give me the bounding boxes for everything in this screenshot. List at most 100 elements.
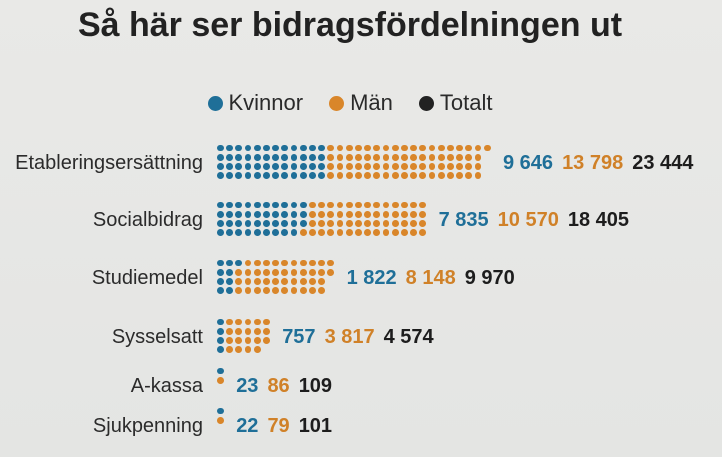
- dot-man: [401, 162, 408, 170]
- dot-kvinnor: [244, 210, 252, 218]
- dot-kvinnor: [244, 172, 252, 179]
- dot-kvinnor: [263, 219, 270, 227]
- dot-man: [382, 144, 390, 152]
- dot-kvinnor: [272, 162, 279, 170]
- value-totalt: 101: [298, 414, 333, 437]
- dot-man: [327, 153, 335, 161]
- dot-man: [226, 346, 233, 353]
- dot-man: [336, 229, 344, 236]
- dot-kvinnor: [226, 153, 233, 161]
- dot-kvinnor: [226, 219, 233, 227]
- dot-group: [217, 144, 493, 182]
- row-values: 22 79 101: [236, 415, 332, 438]
- dot-man: [309, 219, 316, 227]
- dot-kvinnor: [253, 144, 261, 152]
- dot-man: [428, 144, 436, 152]
- dot-man: [336, 162, 344, 170]
- value-kvinnor: 1 822: [346, 266, 397, 289]
- dot-man: [401, 229, 408, 236]
- dot-man: [364, 172, 371, 179]
- dot-man: [437, 144, 445, 152]
- dot-man: [272, 287, 279, 294]
- dot-man: [327, 229, 335, 236]
- dot-kvinnor: [235, 229, 243, 236]
- dot-man: [419, 153, 427, 161]
- dot-man: [345, 144, 353, 152]
- dot-man: [345, 229, 353, 236]
- dot-man: [226, 327, 233, 335]
- dot-man: [336, 172, 344, 179]
- dot-kvinnor: [217, 367, 224, 375]
- dot-man: [318, 201, 325, 209]
- value-totalt: 9 970: [464, 266, 515, 289]
- dot-kvinnor: [226, 144, 233, 152]
- dot-man: [327, 259, 335, 267]
- dot-kvinnor: [290, 229, 298, 236]
- legend-kvinnor: Kvinnor: [207, 90, 303, 116]
- dot-kvinnor: [226, 268, 233, 276]
- dot-man: [410, 229, 417, 236]
- dot-kvinnor: [290, 162, 298, 170]
- dot-kvinnor: [299, 144, 307, 152]
- dot-kvinnor: [272, 219, 279, 227]
- dot-man: [253, 327, 261, 335]
- dot-kvinnor: [217, 259, 224, 267]
- dot-man: [290, 259, 298, 267]
- dot-man: [318, 268, 325, 276]
- dot-kvinnor: [263, 201, 270, 209]
- dot-kvinnor: [299, 172, 307, 179]
- row-label-text: Etableringsersättning: [15, 151, 203, 174]
- dot-kvinnor: [281, 229, 289, 236]
- dot-man: [309, 210, 316, 218]
- dot-man: [391, 153, 399, 161]
- dot-man: [382, 219, 390, 227]
- dot-man: [373, 210, 381, 218]
- dot-kvinnor: [299, 201, 307, 209]
- dot-man: [410, 201, 417, 209]
- chart-row: Etableringsersättning 9 646 13 798 23 444: [0, 143, 693, 183]
- dot-man: [318, 229, 325, 236]
- value-kvinnor: 9 646: [503, 151, 554, 174]
- dot-kvinnor: [217, 318, 224, 326]
- dot-kvinnor: [281, 219, 289, 227]
- dot-man: [226, 336, 233, 344]
- value-kvinnor: 23: [236, 374, 259, 397]
- dot-man: [373, 219, 381, 227]
- dot-man: [281, 268, 289, 276]
- dot-man: [483, 144, 491, 152]
- row-label-text: Socialbidrag: [92, 208, 203, 231]
- dot-man: [355, 229, 362, 236]
- dot-kvinnor: [244, 162, 252, 170]
- dot-kvinnor: [263, 153, 270, 161]
- dot-man: [401, 153, 408, 161]
- dot-man: [373, 153, 381, 161]
- dot-man: [364, 210, 371, 218]
- value-man: 79: [267, 414, 290, 437]
- dot-man: [281, 259, 289, 267]
- dot-kvinnor: [253, 153, 261, 161]
- dot-man: [401, 144, 408, 152]
- dot-man: [299, 229, 307, 236]
- row-values: 9 646 13 798 23 444: [503, 152, 693, 175]
- dot-kvinnor: [244, 229, 252, 236]
- dot-kvinnor: [263, 229, 270, 236]
- dot-kvinnor: [253, 162, 261, 170]
- dot-man: [309, 259, 316, 267]
- dot-man: [235, 268, 243, 276]
- dot-man: [272, 268, 279, 276]
- chart-row: A-kassa 23 86 109: [0, 366, 332, 406]
- dot-man: [253, 318, 261, 326]
- dot-man: [272, 259, 279, 267]
- dot-kvinnor: [290, 172, 298, 179]
- dot-man: [263, 287, 270, 294]
- dot-kvinnor: [253, 229, 261, 236]
- dot-man: [410, 153, 417, 161]
- dot-man: [244, 336, 252, 344]
- dot-man: [364, 229, 371, 236]
- dot-kvinnor: [281, 153, 289, 161]
- dot-kvinnor: [272, 172, 279, 179]
- dot-man: [336, 144, 344, 152]
- dot-man: [263, 268, 270, 276]
- dot-man: [391, 162, 399, 170]
- dot-man: [217, 376, 224, 384]
